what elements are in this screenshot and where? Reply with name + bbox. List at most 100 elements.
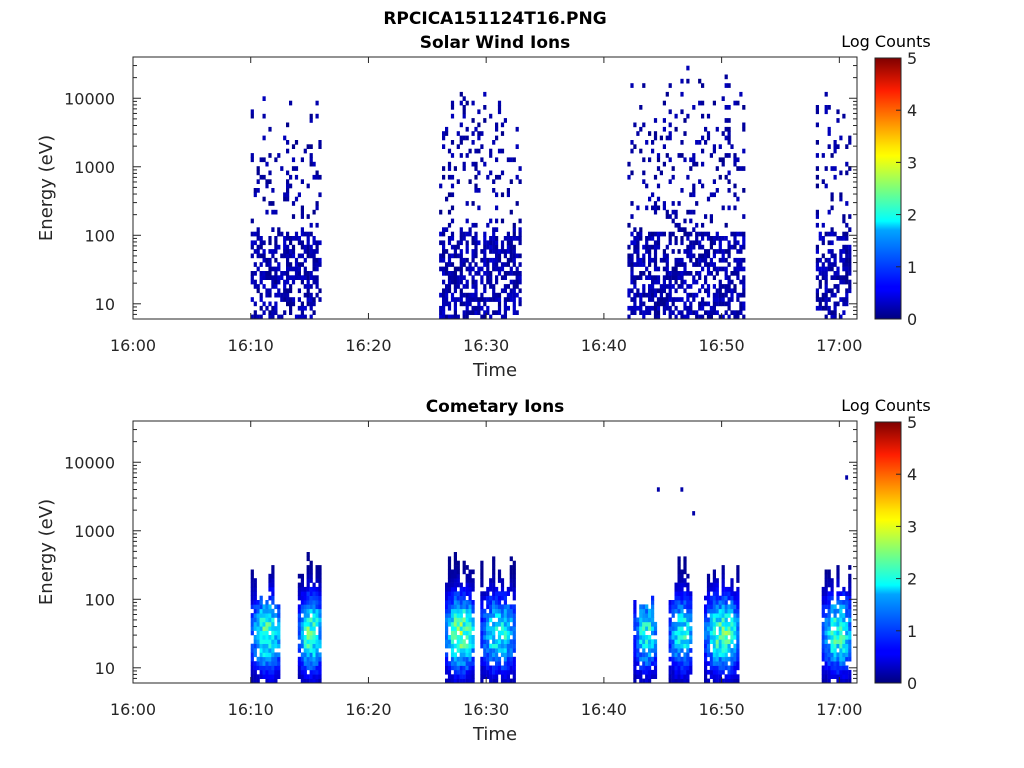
heatmap-cell xyxy=(645,244,649,250)
heatmap-cell xyxy=(306,301,310,307)
heatmap-cell xyxy=(842,648,846,653)
heatmap-cell xyxy=(297,604,301,610)
heatmap-cell xyxy=(701,314,705,320)
heatmap-cell xyxy=(300,179,304,184)
heatmap-cell xyxy=(839,613,843,618)
heatmap-cell xyxy=(718,656,722,662)
heatmap-cell xyxy=(683,669,687,675)
heatmap-cell xyxy=(712,621,716,627)
heatmap-cell xyxy=(712,604,716,610)
heatmap-cell xyxy=(733,288,737,294)
heatmap-cell xyxy=(495,262,499,267)
heatmap-cell xyxy=(718,279,722,285)
heatmap-cell xyxy=(303,266,307,272)
heatmap-cell xyxy=(297,192,301,198)
heatmap-cell xyxy=(739,301,743,307)
heatmap-cell xyxy=(704,257,708,263)
heatmap-cell xyxy=(318,643,322,649)
heatmap-cell xyxy=(509,652,513,658)
heatmap-cell xyxy=(683,556,687,562)
heatmap-cell xyxy=(718,621,722,627)
heatmap-cell xyxy=(450,661,455,666)
heatmap-cell xyxy=(274,275,278,280)
heatmap-cell xyxy=(492,179,496,184)
heatmap-cell xyxy=(724,595,728,601)
heatmap-cell xyxy=(306,630,310,636)
heatmap-cell xyxy=(480,591,484,596)
heatmap-cell xyxy=(674,635,678,640)
heatmap-cell xyxy=(297,582,301,588)
heatmap-cell xyxy=(271,613,275,618)
heatmap-cell xyxy=(736,586,740,592)
heatmap-cell xyxy=(309,626,313,631)
heatmap-cell xyxy=(512,231,516,237)
heatmap-cell xyxy=(677,222,681,228)
heatmap-cell xyxy=(830,665,834,671)
heatmap-cell xyxy=(500,639,505,644)
heatmap-cell xyxy=(709,656,713,662)
heatmap-cell xyxy=(465,582,469,588)
heatmap-cell xyxy=(489,656,493,662)
heatmap-cell xyxy=(704,630,708,636)
heatmap-cell xyxy=(686,310,690,315)
heatmap-cell xyxy=(633,661,637,666)
heatmap-cell xyxy=(500,613,505,618)
heatmap-cell xyxy=(821,153,825,158)
heatmap-cell xyxy=(627,253,631,259)
heatmap-cell xyxy=(683,262,687,267)
heatmap-cell xyxy=(289,305,293,311)
heatmap-cell xyxy=(489,284,493,289)
heatmap-cell xyxy=(704,301,708,307)
heatmap-cell xyxy=(450,262,455,267)
heatmap-cell xyxy=(721,249,725,254)
heatmap-cell xyxy=(453,569,457,575)
heatmap-cell xyxy=(271,643,275,649)
heatmap-cell xyxy=(283,297,287,302)
heatmap-cell xyxy=(724,275,728,280)
heatmap-cell xyxy=(495,227,499,232)
heatmap-cell xyxy=(468,179,472,184)
heatmap-cell xyxy=(836,617,840,623)
heatmap-cell xyxy=(518,262,522,267)
heatmap-cell xyxy=(636,231,640,237)
heatmap-cell xyxy=(268,669,272,675)
heatmap-cell xyxy=(297,656,301,662)
heatmap-cell xyxy=(842,236,846,241)
heatmap-cell xyxy=(447,275,452,280)
heatmap-cell xyxy=(677,249,681,254)
heatmap-cell xyxy=(291,244,296,250)
heatmap-cell xyxy=(639,674,643,679)
heatmap-cell xyxy=(480,314,484,320)
heatmap-cell xyxy=(456,600,460,605)
heatmap-cell xyxy=(824,288,828,294)
heatmap-cell xyxy=(450,569,455,575)
heatmap-cell xyxy=(309,253,313,259)
heatmap-cell xyxy=(442,131,446,136)
heatmap-cell xyxy=(315,586,319,592)
heatmap-cell xyxy=(821,275,825,280)
heatmap-cell xyxy=(839,135,843,141)
heatmap-cell xyxy=(833,292,837,298)
heatmap-cell xyxy=(686,174,690,180)
heatmap-cell xyxy=(506,231,510,237)
heatmap-cell xyxy=(300,591,304,596)
heatmap-cell xyxy=(492,595,496,601)
heatmap-cell xyxy=(442,144,446,149)
heatmap-cell xyxy=(715,613,719,618)
heatmap-cell xyxy=(639,613,643,618)
heatmap-cell xyxy=(668,109,672,115)
heatmap-cell xyxy=(271,678,275,684)
heatmap-cell xyxy=(250,157,254,163)
heatmap-cell xyxy=(309,249,313,254)
heatmap-cell xyxy=(639,608,643,614)
heatmap-cell xyxy=(683,231,687,237)
heatmap-cell xyxy=(297,236,301,241)
heatmap-cell xyxy=(712,608,716,614)
heatmap-cell xyxy=(315,201,319,206)
heatmap-cell xyxy=(686,639,690,644)
heatmap-cell xyxy=(271,608,275,614)
heatmap-cell xyxy=(306,240,310,246)
heatmap-cell xyxy=(456,656,460,662)
heatmap-cell xyxy=(315,569,319,575)
